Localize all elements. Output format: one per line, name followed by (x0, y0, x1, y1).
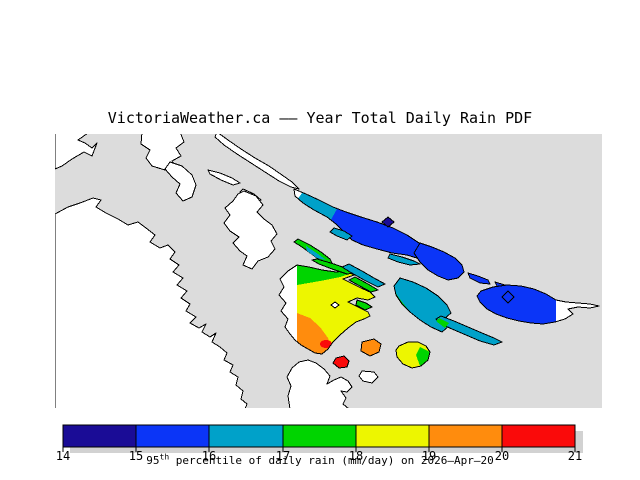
coast-saanich-peninsula (286, 359, 353, 408)
colorbar-segment-20-21 (501, 424, 576, 448)
colorbar-caption: 95th percentile of daily rain (mm/day) o… (0, 452, 640, 467)
island-spender-green-tip (436, 318, 449, 328)
map (55, 134, 602, 408)
caption-superscript: th (159, 452, 170, 462)
islet-green-small (355, 299, 373, 311)
tick-label-16: 16 (201, 449, 217, 463)
colorbar-tick-labels: 14 15 16 17 18 19 20 21 (0, 449, 640, 463)
colorbar-segment-16-17 (208, 424, 284, 448)
islet-cyan-2 (387, 253, 421, 266)
islet-blue-1 (467, 272, 491, 285)
island-mayne (413, 242, 465, 281)
island-portland (360, 338, 382, 357)
island-npender-outline (393, 277, 452, 333)
caption-rest: percentile of daily rain (mm/day) on 202… (169, 454, 494, 467)
coast-peninsula-northwest (55, 134, 98, 170)
islet-cyan-chain (341, 263, 386, 288)
islet-green-chain (348, 276, 379, 293)
island-saltspring-red-spot (320, 340, 332, 348)
colorbar-segment-19-20 (428, 424, 503, 448)
islet-cyan-inner (306, 246, 326, 260)
tick-label-17: 17 (275, 449, 291, 463)
page-title: VictoriaWeather.ca –– Year Total Daily R… (107, 109, 533, 127)
colorbar-segment-17-18 (282, 424, 357, 448)
island-white-south (358, 370, 379, 384)
tick-label-20: 20 (494, 449, 510, 463)
islet-cyan-1 (329, 227, 353, 241)
coast-vancouver-island (55, 197, 248, 408)
island-saturna-outline (476, 284, 600, 325)
island-white-long (214, 134, 300, 190)
tick-label-14: 14 (55, 449, 71, 463)
tick-label-18: 18 (348, 449, 364, 463)
islet-red (332, 355, 350, 369)
island-white-north-2 (164, 161, 197, 202)
island-white-center (223, 190, 278, 270)
island-saltspring-outline (278, 264, 376, 355)
island-moresby-outline (395, 341, 431, 369)
colorbar-segment-15-16 (135, 424, 210, 448)
island-white-sliver-1 (207, 169, 241, 186)
islet-green-north-2 (311, 258, 357, 275)
tick-label-15: 15 (128, 449, 144, 463)
tick-label-21: 21 (567, 449, 583, 463)
caption-base: 95 (146, 454, 160, 467)
colorbar-segment-14-15 (62, 424, 137, 448)
station-diamond-saltspring (330, 301, 340, 309)
station-diamond-saturna (501, 290, 515, 304)
colorbar-segment-18-19 (355, 424, 430, 448)
tick-label-19: 19 (421, 449, 437, 463)
colorbar (62, 424, 583, 453)
station-diamond-galiano (381, 216, 395, 228)
